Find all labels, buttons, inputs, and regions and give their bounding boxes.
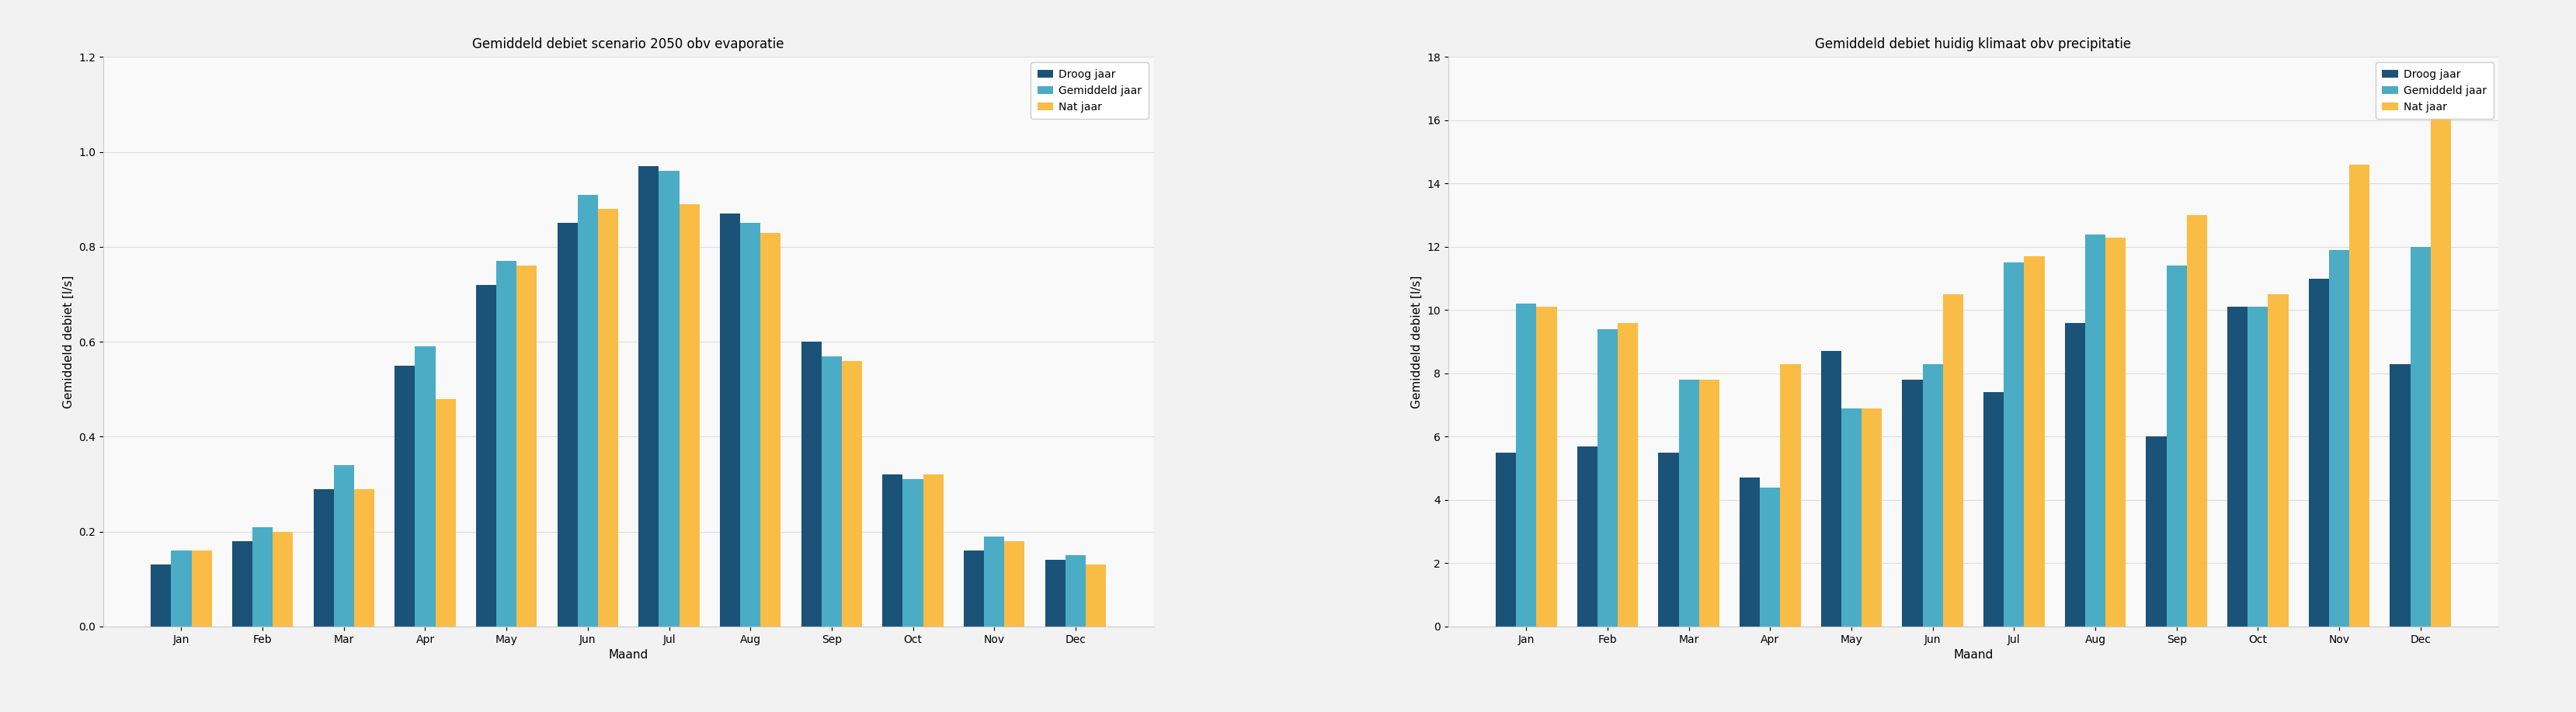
Bar [760, 233, 781, 627]
Bar [1597, 329, 1618, 627]
Bar [842, 361, 863, 627]
Bar [984, 536, 1005, 627]
Bar [2267, 294, 2287, 627]
Bar [2004, 263, 2025, 627]
Bar [2249, 307, 2267, 627]
Bar [152, 565, 170, 627]
Bar [353, 489, 374, 627]
Bar [2391, 364, 2411, 627]
Bar [922, 475, 943, 627]
Bar [739, 223, 760, 627]
Bar [1618, 323, 1638, 627]
Bar [1700, 379, 1718, 627]
Bar [1680, 379, 1700, 627]
Bar [2187, 215, 2208, 627]
Bar [477, 285, 497, 627]
Bar [273, 532, 294, 627]
Bar [659, 171, 680, 627]
Bar [415, 347, 435, 627]
Bar [1862, 408, 1883, 627]
Bar [1984, 392, 2004, 627]
Bar [1901, 379, 1922, 627]
Bar [2105, 237, 2125, 627]
Bar [2084, 234, 2105, 627]
Bar [902, 479, 922, 627]
Bar [1497, 453, 1517, 627]
Y-axis label: Gemiddeld debiet [l/s]: Gemiddeld debiet [l/s] [1412, 276, 1422, 408]
X-axis label: Maand: Maand [1953, 649, 1994, 661]
Bar [2308, 278, 2329, 627]
Bar [2228, 307, 2249, 627]
Bar [598, 209, 618, 627]
Bar [2066, 323, 2084, 627]
Bar [2329, 250, 2349, 627]
Bar [2025, 256, 2045, 627]
Bar [719, 214, 739, 627]
Bar [1780, 364, 1801, 627]
Bar [335, 465, 353, 627]
Bar [1517, 304, 1535, 627]
Bar [1066, 555, 1084, 627]
Bar [1535, 307, 1556, 627]
Bar [2166, 266, 2187, 627]
Bar [497, 261, 518, 627]
Bar [170, 550, 191, 627]
Title: Gemiddeld debiet scenario 2050 obv evaporatie: Gemiddeld debiet scenario 2050 obv evapo… [471, 38, 783, 51]
Bar [1821, 351, 1842, 627]
Bar [2432, 95, 2450, 627]
Bar [2411, 247, 2432, 627]
Bar [252, 527, 273, 627]
X-axis label: Maand: Maand [608, 649, 649, 661]
Bar [1046, 560, 1066, 627]
Bar [2349, 164, 2370, 627]
Bar [577, 194, 598, 627]
Bar [1842, 408, 1862, 627]
Bar [2146, 436, 2166, 627]
Bar [556, 223, 577, 627]
Bar [680, 204, 701, 627]
Bar [518, 266, 536, 627]
Bar [435, 399, 456, 627]
Bar [822, 356, 842, 627]
Bar [1922, 364, 1942, 627]
Bar [1577, 446, 1597, 627]
Bar [884, 475, 902, 627]
Bar [1659, 453, 1680, 627]
Bar [1942, 294, 1963, 627]
Legend: Droog jaar, Gemiddeld jaar, Nat jaar: Droog jaar, Gemiddeld jaar, Nat jaar [2375, 63, 2494, 119]
Bar [1739, 478, 1759, 627]
Title: Gemiddeld debiet huidig klimaat obv precipitatie: Gemiddeld debiet huidig klimaat obv prec… [1816, 38, 2130, 51]
Bar [963, 550, 984, 627]
Bar [232, 541, 252, 627]
Bar [639, 166, 659, 627]
Bar [1084, 565, 1105, 627]
Bar [801, 342, 822, 627]
Bar [1005, 541, 1025, 627]
Bar [191, 550, 211, 627]
Bar [394, 365, 415, 627]
Bar [1759, 487, 1780, 627]
Bar [314, 489, 335, 627]
Y-axis label: Gemiddeld debiet [l/s]: Gemiddeld debiet [l/s] [62, 276, 75, 408]
Legend: Droog jaar, Gemiddeld jaar, Nat jaar: Droog jaar, Gemiddeld jaar, Nat jaar [1030, 63, 1149, 119]
